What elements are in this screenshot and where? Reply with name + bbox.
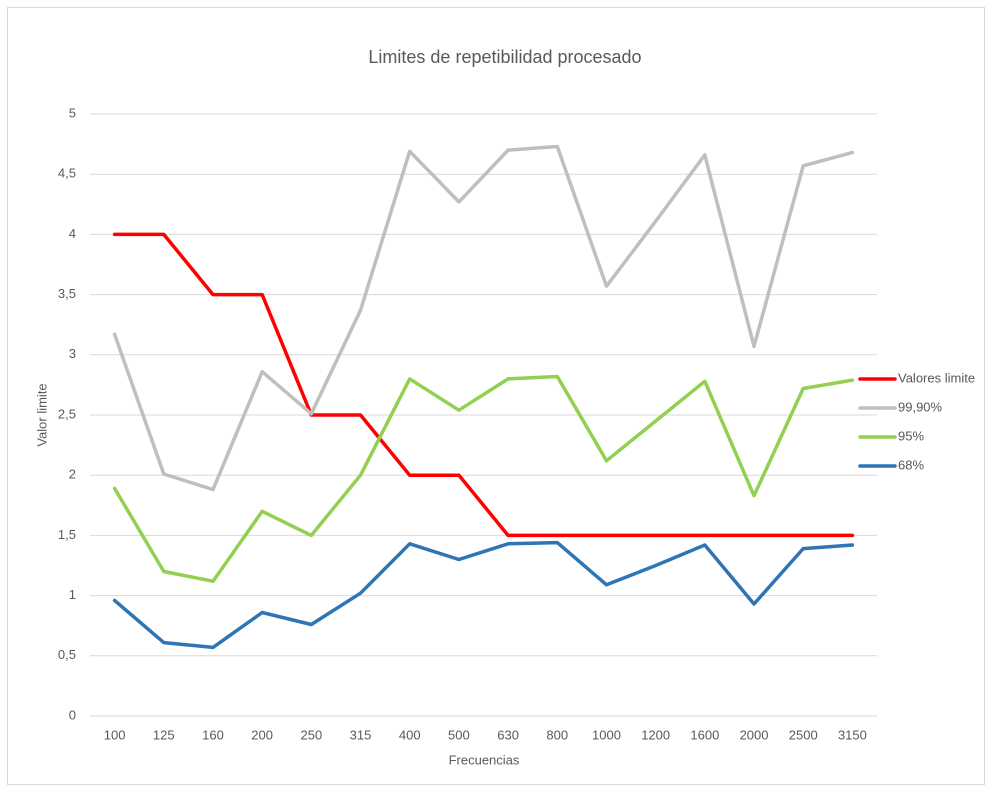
y-tick-label: 4 xyxy=(69,226,76,241)
x-tick-label: 2000 xyxy=(740,727,769,742)
chart-border xyxy=(7,7,985,785)
x-axis-title: Frecuencias xyxy=(449,752,520,767)
x-tick-label: 500 xyxy=(448,727,470,742)
x-tick-label: 200 xyxy=(251,727,273,742)
legend-label: 99,90% xyxy=(898,399,943,414)
y-tick-label: 0,5 xyxy=(58,647,76,662)
y-tick-label: 4,5 xyxy=(58,166,76,181)
y-tick-label: 0 xyxy=(69,707,76,722)
y-tick-label: 1,5 xyxy=(58,527,76,542)
x-tick-label: 1200 xyxy=(641,727,670,742)
x-tick-label: 630 xyxy=(497,727,519,742)
x-tick-label: 400 xyxy=(399,727,421,742)
x-tick-label: 100 xyxy=(104,727,126,742)
y-axis-title: Valor limite xyxy=(34,383,49,446)
x-tick-label: 800 xyxy=(546,727,568,742)
x-tick-label: 3150 xyxy=(838,727,867,742)
x-tick-label: 1600 xyxy=(690,727,719,742)
x-tick-label: 160 xyxy=(202,727,224,742)
x-tick-label: 125 xyxy=(153,727,175,742)
legend-label: 68% xyxy=(898,457,924,472)
series-line xyxy=(112,540,855,650)
x-tick-label: 250 xyxy=(300,727,322,742)
x-tick-label: 315 xyxy=(350,727,372,742)
y-tick-label: 1 xyxy=(69,587,76,602)
series-line xyxy=(112,374,855,583)
legend-label: 95% xyxy=(898,428,924,443)
series-line xyxy=(112,232,855,538)
legend-label: Valores limite xyxy=(898,370,975,385)
x-tick-label: 1000 xyxy=(592,727,621,742)
y-tick-label: 3,5 xyxy=(58,286,76,301)
chart-title: Limites de repetibilidad procesado xyxy=(368,47,641,67)
series-line xyxy=(112,144,855,492)
x-tick-label: 2500 xyxy=(789,727,818,742)
y-tick-label: 2,5 xyxy=(58,406,76,421)
y-tick-label: 5 xyxy=(69,105,76,120)
y-tick-label: 2 xyxy=(69,467,76,482)
y-tick-label: 3 xyxy=(69,346,76,361)
